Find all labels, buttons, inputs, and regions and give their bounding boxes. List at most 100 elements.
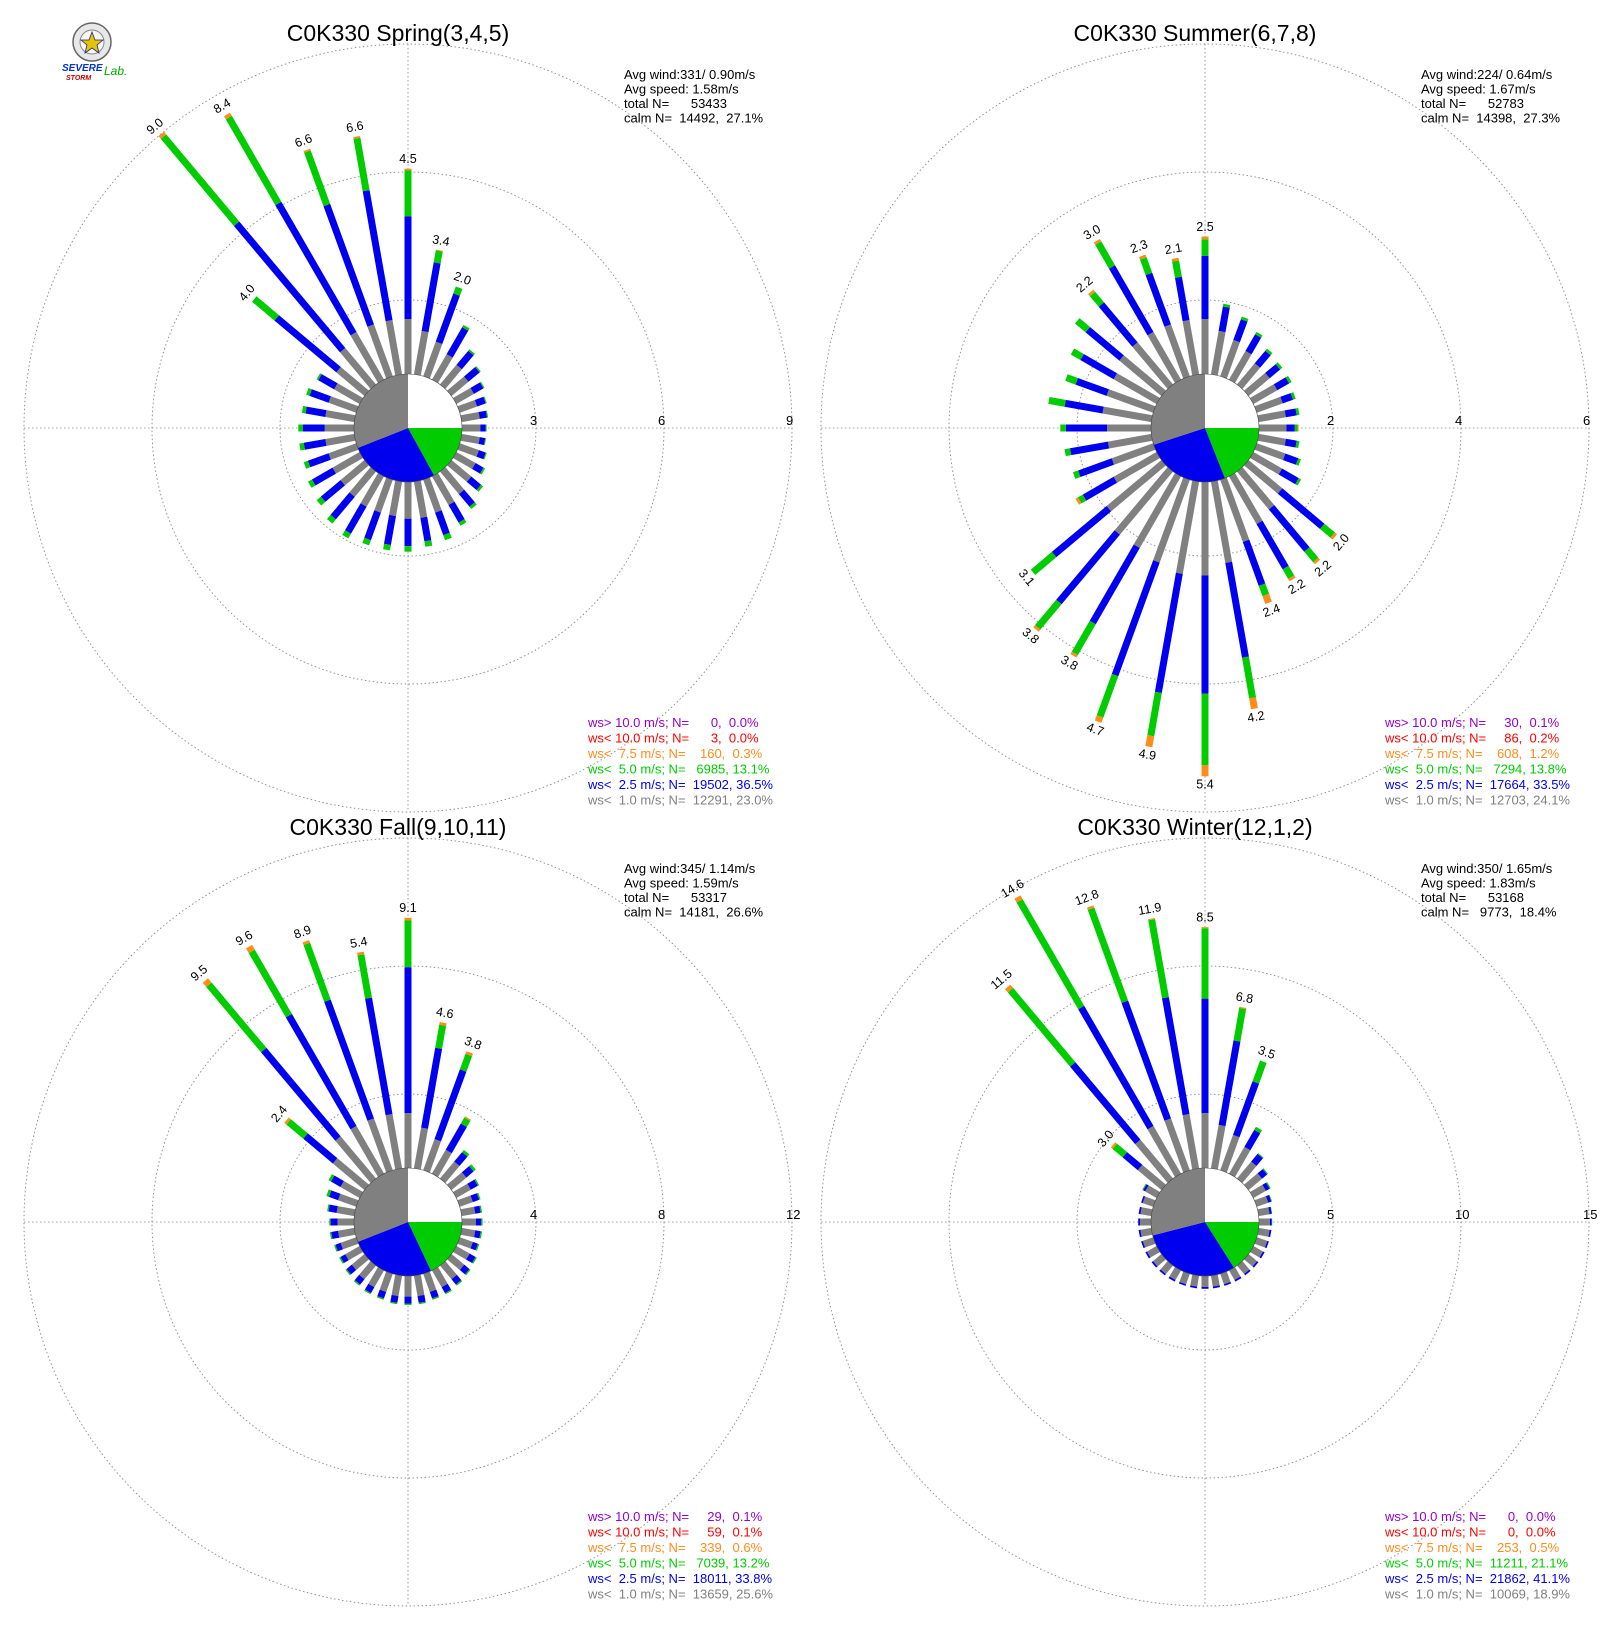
bar-dir-240 — [308, 452, 363, 488]
bar-segment-c25 — [1283, 453, 1299, 465]
bar-dir-130 — [1244, 460, 1338, 540]
bar-segment-c25 — [1273, 377, 1290, 391]
bar-segment-c50 — [1266, 1182, 1271, 1189]
bar-dir-60 — [453, 1178, 480, 1198]
bar-segment-c10low — [349, 467, 376, 497]
calm-pie-slice — [408, 1168, 462, 1222]
bar-segment-c50 — [1294, 424, 1298, 432]
bar-segment-c50 — [160, 134, 240, 226]
logo-star — [79, 30, 105, 54]
bar-segment-c10low — [457, 443, 479, 457]
bar-segment-c10low — [404, 319, 412, 374]
bar-segment-c50 — [353, 137, 370, 192]
bar-dir-330 — [1093, 239, 1181, 383]
bar-segment-c10low — [368, 1267, 384, 1288]
bar-value-label: 3.5 — [1256, 1043, 1277, 1062]
bar-segment-c25 — [1259, 1251, 1265, 1259]
bar-segment-c50 — [443, 532, 452, 541]
bar-segment-c25 — [1138, 1218, 1140, 1226]
bar-segment-c25 — [1244, 1269, 1251, 1276]
bar-segment-c25 — [467, 1179, 478, 1190]
legend-entry: ws< 1.0 m/s; N= 12291, 23.0% — [587, 793, 773, 808]
bar-segment-c50 — [481, 1218, 483, 1226]
bar-segment-c50 — [462, 1149, 470, 1157]
bar-segment-c25 — [474, 396, 486, 407]
bar-segment-c10low — [1164, 1118, 1190, 1173]
bar-segment-c10low — [1229, 350, 1252, 383]
bar-segment-c75 — [1005, 984, 1014, 993]
bar-segment-c10low — [338, 1193, 359, 1207]
bar-segment-c10low — [1107, 433, 1153, 449]
bar-dir-30 — [432, 324, 470, 383]
bar-segment-c25 — [441, 1283, 452, 1294]
bar-segment-c50 — [453, 286, 463, 296]
info-line: calm N= 14398, 27.3% — [1421, 111, 1561, 126]
bar-segment-c10low — [324, 424, 354, 432]
bar-segment-c25 — [1145, 1251, 1151, 1259]
bar-segment-c10low — [404, 1113, 412, 1168]
bar-segment-c50 — [1295, 408, 1300, 416]
bar-segment-c10low — [328, 443, 359, 460]
ring-label: 5 — [1327, 1207, 1334, 1222]
bar-value-label: 2.5 — [1196, 220, 1213, 234]
bar-value-label: 12.8 — [1073, 887, 1101, 908]
bar-segment-c50 — [1295, 458, 1301, 466]
bar-segment-c75 — [404, 917, 412, 921]
bar-segment-c25 — [1168, 1276, 1176, 1282]
bar-segment-c50 — [376, 1296, 384, 1300]
bar-segment-c10low — [1257, 1227, 1270, 1237]
bar-segment-c25 — [1159, 1269, 1166, 1276]
bar-segment-c25 — [330, 1175, 344, 1187]
bar-segment-c10low — [1229, 473, 1263, 525]
bar-dir-80 — [1257, 408, 1300, 423]
bar-segment-c50 — [479, 1205, 483, 1213]
bar-value-label: 14.6 — [999, 877, 1027, 901]
bar-segment-c25 — [1201, 255, 1209, 319]
bar-segment-c10low — [1135, 1139, 1173, 1183]
bar-segment-c25 — [478, 410, 488, 419]
bar-segment-c50 — [1320, 523, 1335, 538]
bar-dir-10 — [413, 249, 443, 376]
bar-segment-c50 — [1295, 440, 1300, 448]
bar-segment-c25 — [328, 1190, 341, 1201]
bar-segment-c75 — [1148, 918, 1156, 921]
bar-segment-c10low — [1201, 1276, 1209, 1287]
bar-segment-c25 — [364, 510, 381, 541]
bar-dir-270 — [298, 424, 354, 432]
bar-dir-190 — [383, 480, 403, 551]
bar-segment-c10low — [1145, 1185, 1160, 1198]
bar-segment-c75 — [1297, 424, 1299, 432]
bar-segment-c50 — [1016, 899, 1085, 1010]
bar-dir-250 — [1073, 443, 1156, 479]
bar-segment-c25 — [377, 1289, 387, 1299]
bar-dir-20 — [1220, 316, 1249, 379]
bar-segment-c25 — [1075, 378, 1109, 396]
bar-value-label: 2.3 — [1128, 237, 1149, 256]
bar-segment-c10low — [1201, 1113, 1209, 1168]
bar-value-label: 11.9 — [1137, 900, 1163, 918]
bar-segment-c25 — [328, 1204, 338, 1213]
bar-dir-160 — [423, 1271, 440, 1300]
bar-segment-c25 — [474, 1205, 481, 1214]
bar-segment-c50 — [329, 1218, 331, 1226]
bar-segment-c25 — [1268, 505, 1310, 552]
bar-segment-c50 — [327, 514, 336, 524]
bar-value-label: 4.7 — [1085, 720, 1106, 739]
calm-circle — [1150, 1167, 1260, 1277]
bar-segment-c10low — [447, 1172, 467, 1190]
bar-segment-c10low — [338, 1227, 356, 1238]
bar-segment-c25 — [305, 406, 327, 417]
bar-segment-c50 — [1258, 583, 1270, 597]
bar-dir-90 — [1259, 1218, 1273, 1226]
bar-segment-c25 — [1284, 408, 1297, 418]
bar-segment-c75 — [404, 168, 412, 171]
bar-segment-c10low — [325, 433, 356, 446]
bar-value-label: 4.5 — [399, 152, 416, 166]
bar-segment-c50 — [460, 1117, 471, 1127]
bar-segment-c10low — [453, 1183, 471, 1198]
bar-segment-c10low — [1220, 477, 1250, 542]
bar-segment-c10low — [345, 1246, 363, 1261]
bar-value-label: 2.4 — [1261, 601, 1282, 620]
bar-segment-c10low — [1201, 482, 1209, 576]
bar-segment-c10low — [1237, 467, 1275, 510]
